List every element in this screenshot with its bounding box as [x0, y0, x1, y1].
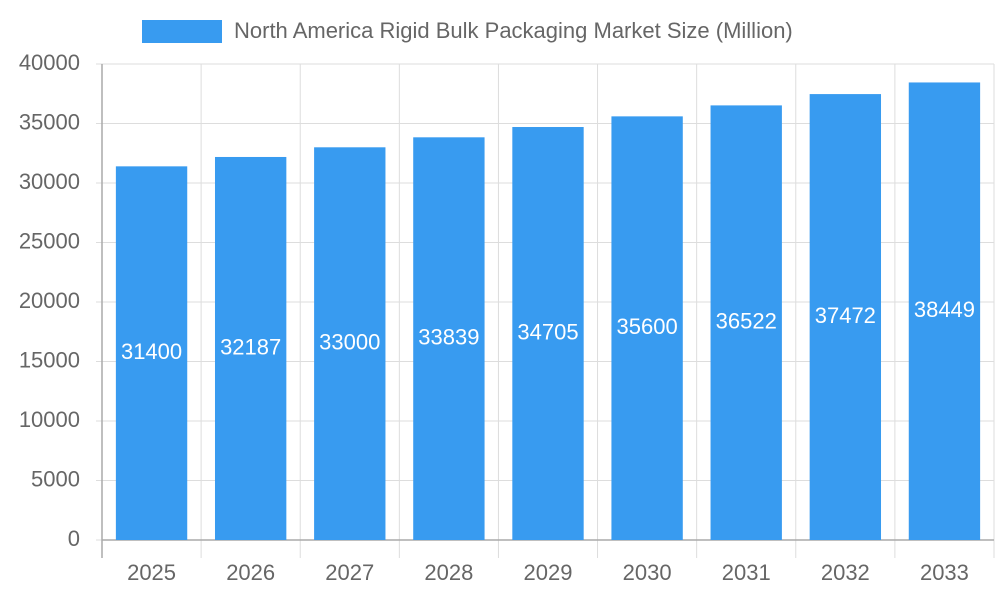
data-label: 33839: [418, 324, 479, 349]
legend-swatch: [142, 20, 222, 43]
x-tick-label: 2030: [623, 560, 672, 585]
data-label: 32187: [220, 334, 281, 359]
bar: [611, 116, 683, 541]
y-tick-label: 15000: [19, 347, 80, 372]
x-tick-label: 2025: [127, 560, 176, 585]
data-label: 33000: [319, 329, 380, 354]
y-tick-label: 5000: [31, 466, 80, 491]
x-tick-label: 2027: [325, 560, 374, 585]
data-label: 36522: [716, 309, 777, 334]
y-tick-label: 25000: [19, 228, 80, 253]
x-tick-label: 2029: [524, 560, 573, 585]
x-tick-label: 2033: [920, 560, 969, 585]
y-tick-label: 30000: [19, 169, 80, 194]
bar: [115, 166, 188, 540]
x-tick-label: 2028: [424, 560, 473, 585]
x-tick-label: 2031: [722, 560, 771, 585]
legend-label: North America Rigid Bulk Packaging Marke…: [234, 18, 793, 43]
data-label: 34705: [517, 319, 578, 344]
y-tick-label: 10000: [19, 407, 80, 432]
bar: [809, 94, 882, 541]
data-label: 31400: [121, 339, 182, 364]
bar: [908, 82, 981, 540]
bar: [512, 127, 584, 540]
bar: [413, 137, 485, 540]
x-tick-label: 2032: [821, 560, 870, 585]
y-tick-label: 35000: [19, 109, 80, 134]
y-tick-label: 20000: [19, 288, 80, 313]
y-tick-label: 0: [68, 526, 80, 551]
data-label: 35600: [617, 314, 678, 339]
data-label: 38449: [914, 297, 975, 322]
data-label: 37472: [815, 303, 876, 328]
y-tick-label: 40000: [19, 50, 80, 75]
bar: [710, 105, 782, 541]
bar: [214, 156, 287, 540]
bar: [314, 147, 386, 541]
x-tick-label: 2026: [226, 560, 275, 585]
